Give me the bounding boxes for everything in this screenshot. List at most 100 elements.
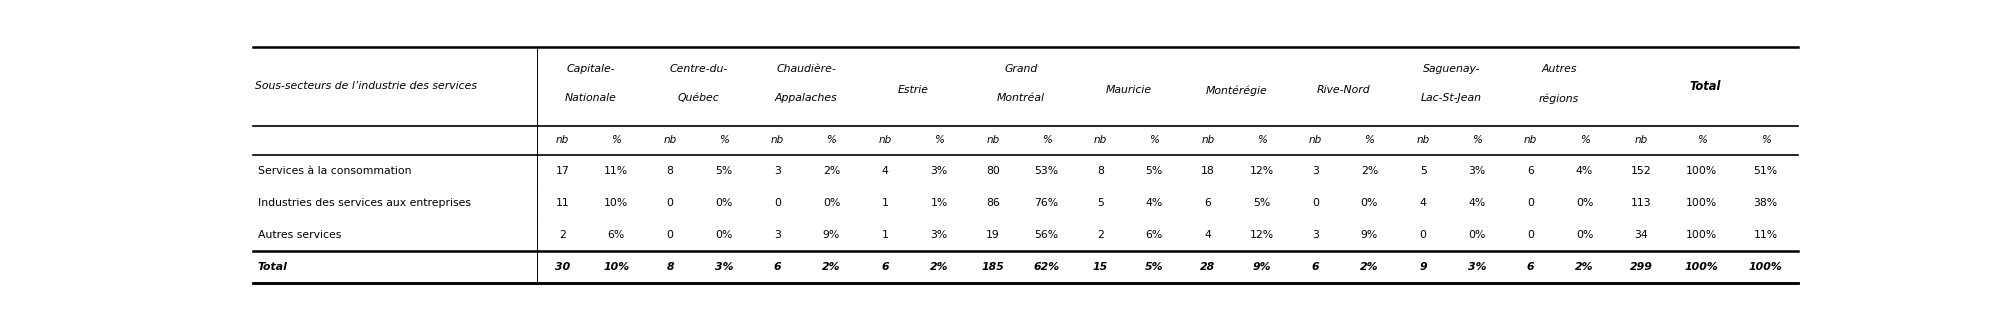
- Text: 5%: 5%: [714, 166, 732, 176]
- Text: 0%: 0%: [1469, 230, 1485, 240]
- Text: Sous-secteurs de l’industrie des services: Sous-secteurs de l’industrie des service…: [254, 82, 476, 91]
- Text: 4: 4: [1421, 198, 1427, 208]
- Text: 1: 1: [882, 230, 888, 240]
- Text: 62%: 62%: [1035, 262, 1061, 272]
- Text: 100%: 100%: [1685, 262, 1719, 272]
- Text: Montréal: Montréal: [996, 93, 1045, 103]
- Text: %: %: [1761, 135, 1771, 145]
- Text: 0: 0: [1419, 230, 1427, 240]
- Text: 80: 80: [986, 166, 1000, 176]
- Text: 0: 0: [666, 198, 674, 208]
- Text: 0: 0: [1527, 198, 1535, 208]
- Text: 9: 9: [1419, 262, 1427, 272]
- Text: 0: 0: [774, 198, 780, 208]
- Text: Rive-Nord: Rive-Nord: [1317, 85, 1371, 95]
- Text: 100%: 100%: [1687, 198, 1717, 208]
- Text: 2%: 2%: [1361, 262, 1379, 272]
- Text: Industries des services aux entreprises: Industries des services aux entreprises: [258, 198, 470, 208]
- Text: nb: nb: [556, 135, 568, 145]
- Text: 6: 6: [1313, 262, 1319, 272]
- Text: 6: 6: [774, 262, 782, 272]
- Text: 3: 3: [774, 230, 780, 240]
- Text: Montérégie: Montérégie: [1205, 85, 1267, 96]
- Text: 2%: 2%: [1361, 166, 1379, 176]
- Text: 4%: 4%: [1145, 198, 1163, 208]
- Text: 3%: 3%: [930, 166, 948, 176]
- Text: 5%: 5%: [1253, 198, 1271, 208]
- Text: 1%: 1%: [930, 198, 948, 208]
- Text: Lac-St-Jean: Lac-St-Jean: [1421, 93, 1483, 103]
- Text: 4: 4: [882, 166, 888, 176]
- Text: 5: 5: [1097, 198, 1105, 208]
- Text: 76%: 76%: [1035, 198, 1059, 208]
- Text: nb: nb: [1095, 135, 1107, 145]
- Text: 86: 86: [986, 198, 1000, 208]
- Text: 113: 113: [1631, 198, 1651, 208]
- Text: 0: 0: [666, 230, 674, 240]
- Text: 53%: 53%: [1035, 166, 1059, 176]
- Text: 0%: 0%: [714, 198, 732, 208]
- Text: 5%: 5%: [1145, 262, 1163, 272]
- Text: 0%: 0%: [1577, 230, 1593, 240]
- Text: 3: 3: [1313, 166, 1319, 176]
- Text: 12%: 12%: [1251, 166, 1275, 176]
- Text: 4: 4: [1205, 230, 1211, 240]
- Text: %: %: [1149, 135, 1159, 145]
- Text: Centre-du-: Centre-du-: [668, 64, 728, 74]
- Text: Chaudière-: Chaudière-: [776, 64, 836, 74]
- Text: 3%: 3%: [930, 230, 948, 240]
- Text: nb: nb: [770, 135, 784, 145]
- Text: 17: 17: [556, 166, 570, 176]
- Text: 11: 11: [556, 198, 570, 208]
- Text: 3%: 3%: [714, 262, 732, 272]
- Text: 18: 18: [1201, 166, 1215, 176]
- Text: nb: nb: [878, 135, 892, 145]
- Text: 11%: 11%: [604, 166, 628, 176]
- Text: 10%: 10%: [602, 262, 630, 272]
- Text: 2%: 2%: [930, 262, 948, 272]
- Text: Québec: Québec: [678, 93, 718, 103]
- Text: 51%: 51%: [1753, 166, 1777, 176]
- Text: 9%: 9%: [1361, 230, 1379, 240]
- Text: 152: 152: [1631, 166, 1651, 176]
- Text: nb: nb: [986, 135, 998, 145]
- Text: 28: 28: [1201, 262, 1217, 272]
- Text: %: %: [1579, 135, 1589, 145]
- Text: 2%: 2%: [822, 166, 840, 176]
- Text: 6%: 6%: [608, 230, 624, 240]
- Text: 0%: 0%: [1577, 198, 1593, 208]
- Text: 5: 5: [1421, 166, 1427, 176]
- Text: 38%: 38%: [1753, 198, 1777, 208]
- Text: Autres services: Autres services: [258, 230, 342, 240]
- Text: 3%: 3%: [1469, 166, 1485, 176]
- Text: 3: 3: [1313, 230, 1319, 240]
- Text: 6: 6: [1527, 262, 1535, 272]
- Text: 6: 6: [880, 262, 888, 272]
- Text: 8: 8: [666, 262, 674, 272]
- Text: nb: nb: [664, 135, 676, 145]
- Text: %: %: [1473, 135, 1483, 145]
- Text: 6%: 6%: [1145, 230, 1163, 240]
- Text: %: %: [718, 135, 728, 145]
- Text: 0%: 0%: [822, 198, 840, 208]
- Text: 3%: 3%: [1467, 262, 1487, 272]
- Text: Estrie: Estrie: [898, 85, 928, 95]
- Text: 185: 185: [980, 262, 1005, 272]
- Text: nb: nb: [1201, 135, 1215, 145]
- Text: %: %: [826, 135, 836, 145]
- Text: 5%: 5%: [1145, 166, 1163, 176]
- Text: %: %: [612, 135, 620, 145]
- Text: 3: 3: [774, 166, 780, 176]
- Text: 8: 8: [1097, 166, 1105, 176]
- Text: 100%: 100%: [1749, 262, 1783, 272]
- Text: 9%: 9%: [1253, 262, 1271, 272]
- Text: 0: 0: [1527, 230, 1535, 240]
- Text: %: %: [1257, 135, 1267, 145]
- Text: 1: 1: [882, 198, 888, 208]
- Text: Saguenay-: Saguenay-: [1423, 64, 1481, 74]
- Text: 2: 2: [558, 230, 566, 240]
- Text: Appalaches: Appalaches: [774, 93, 836, 103]
- Text: 10%: 10%: [604, 198, 628, 208]
- Text: 6: 6: [1527, 166, 1535, 176]
- Text: 6: 6: [1205, 198, 1211, 208]
